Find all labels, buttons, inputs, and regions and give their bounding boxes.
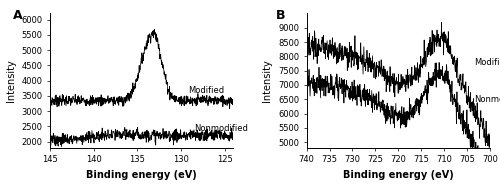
Text: Nonmodified: Nonmodified xyxy=(194,124,248,133)
Text: A: A xyxy=(14,9,23,22)
X-axis label: Binding energy (eV): Binding energy (eV) xyxy=(343,170,454,180)
Text: Modified: Modified xyxy=(188,86,224,95)
Text: Modified: Modified xyxy=(474,58,500,67)
Y-axis label: Intensity: Intensity xyxy=(262,59,272,102)
X-axis label: Binding energy (eV): Binding energy (eV) xyxy=(86,170,197,180)
Text: B: B xyxy=(276,9,285,22)
Y-axis label: Intensity: Intensity xyxy=(6,59,16,102)
Text: Nonmodified: Nonmodified xyxy=(474,95,500,104)
